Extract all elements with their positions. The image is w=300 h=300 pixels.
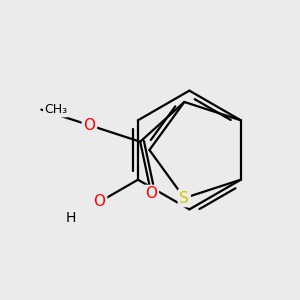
Text: H: H <box>66 211 76 225</box>
Text: O: O <box>145 187 157 202</box>
Text: S: S <box>179 190 189 206</box>
Text: O: O <box>93 194 105 209</box>
Text: O: O <box>83 118 95 133</box>
Text: CH₃: CH₃ <box>44 103 68 116</box>
Text: O: O <box>93 194 105 209</box>
